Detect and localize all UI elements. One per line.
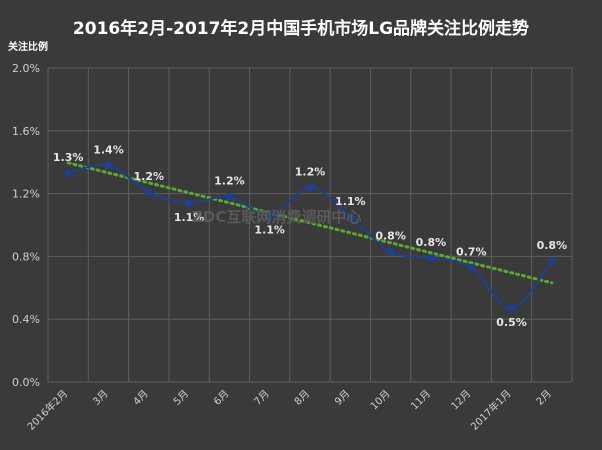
data-point-marker xyxy=(548,257,556,265)
data-point-marker xyxy=(225,193,233,201)
data-label: 1.2% xyxy=(134,170,165,183)
data-label: 0.8% xyxy=(416,236,447,249)
data-label: 1.1% xyxy=(254,224,285,237)
x-tick-label: 5月 xyxy=(171,388,191,408)
data-point-marker xyxy=(185,199,193,207)
data-label: 1.3% xyxy=(53,151,84,164)
data-label: 1.1% xyxy=(335,195,366,208)
y-tick-label: 1.6% xyxy=(12,125,40,138)
data-point-marker xyxy=(346,213,354,221)
y-tick-label: 2.0% xyxy=(12,62,40,75)
x-tick-label: 6月 xyxy=(211,388,231,408)
data-label: 1.2% xyxy=(295,165,326,178)
data-point-marker xyxy=(508,304,516,312)
data-point-marker xyxy=(387,248,395,256)
data-point-marker xyxy=(467,263,475,271)
x-tick-label: 10月 xyxy=(368,388,393,413)
data-label: 1.2% xyxy=(214,175,245,188)
data-point-marker xyxy=(306,183,314,191)
data-label: 1.4% xyxy=(93,143,124,156)
data-point-marker xyxy=(104,161,112,169)
data-label: 0.5% xyxy=(496,316,527,329)
y-tick-label: 1.2% xyxy=(12,188,40,201)
data-label: 0.7% xyxy=(456,245,487,258)
x-tick-label: 4月 xyxy=(131,388,151,408)
x-tick-label: 7月 xyxy=(252,388,272,408)
data-label: 1.1% xyxy=(174,211,205,224)
data-label: 0.8% xyxy=(537,239,568,252)
data-point-marker xyxy=(145,188,153,196)
x-tick-label: 2016年2月 xyxy=(24,387,70,433)
x-tick-label: 12月 xyxy=(449,388,474,413)
x-tick-label: 11月 xyxy=(408,388,433,413)
x-tick-label: 9月 xyxy=(332,388,352,408)
x-tick-label: 8月 xyxy=(292,388,312,408)
y-tick-label: 0.4% xyxy=(12,313,40,326)
chart-title: 2016年2月-2017年2月中国手机市场LG品牌关注比例走势 xyxy=(72,19,530,39)
watermark: ZDC互联网消费调研中心 xyxy=(192,208,362,226)
data-point-marker xyxy=(266,212,274,220)
y-tick-label: 0.8% xyxy=(12,250,40,263)
y-axis-label: 关注比例 xyxy=(8,42,48,53)
x-tick-label: 2017年1月 xyxy=(468,387,514,433)
data-point-marker xyxy=(64,169,72,177)
y-tick-label: 0.0% xyxy=(12,376,40,389)
x-tick-label: 2月 xyxy=(534,388,554,408)
x-tick-label: 3月 xyxy=(91,388,111,408)
trend-line xyxy=(66,161,554,285)
data-label: 0.8% xyxy=(375,230,406,243)
data-point-marker xyxy=(427,254,435,262)
